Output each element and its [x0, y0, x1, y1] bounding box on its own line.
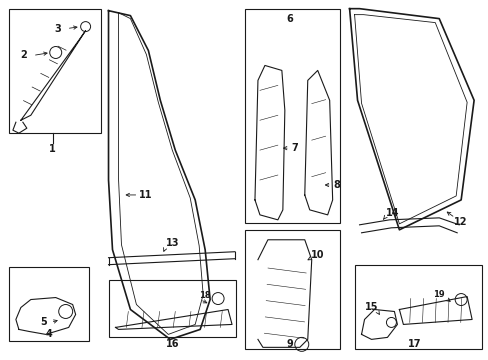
Text: 11: 11: [139, 190, 152, 200]
Text: 6: 6: [286, 14, 293, 24]
Text: 18: 18: [199, 291, 210, 300]
Text: 10: 10: [310, 250, 324, 260]
Text: 9: 9: [286, 339, 293, 349]
Text: 19: 19: [432, 290, 444, 299]
Text: 5: 5: [41, 318, 47, 328]
Text: 12: 12: [453, 217, 467, 227]
Text: 2: 2: [20, 50, 27, 60]
Text: 4: 4: [45, 329, 52, 339]
Text: 13: 13: [165, 238, 179, 248]
Text: 14: 14: [385, 208, 398, 218]
Bar: [354, 265, 481, 349]
Text: 16: 16: [165, 339, 179, 349]
Text: 15: 15: [364, 302, 378, 311]
Bar: [244, 230, 339, 349]
Text: 8: 8: [332, 180, 339, 190]
Bar: [244, 9, 339, 223]
Text: 17: 17: [407, 339, 420, 349]
Text: 1: 1: [49, 144, 56, 154]
Bar: [9, 267, 88, 341]
Bar: [108, 280, 236, 337]
Text: 3: 3: [54, 24, 61, 33]
Text: 7: 7: [291, 143, 298, 153]
Bar: [9, 9, 101, 133]
